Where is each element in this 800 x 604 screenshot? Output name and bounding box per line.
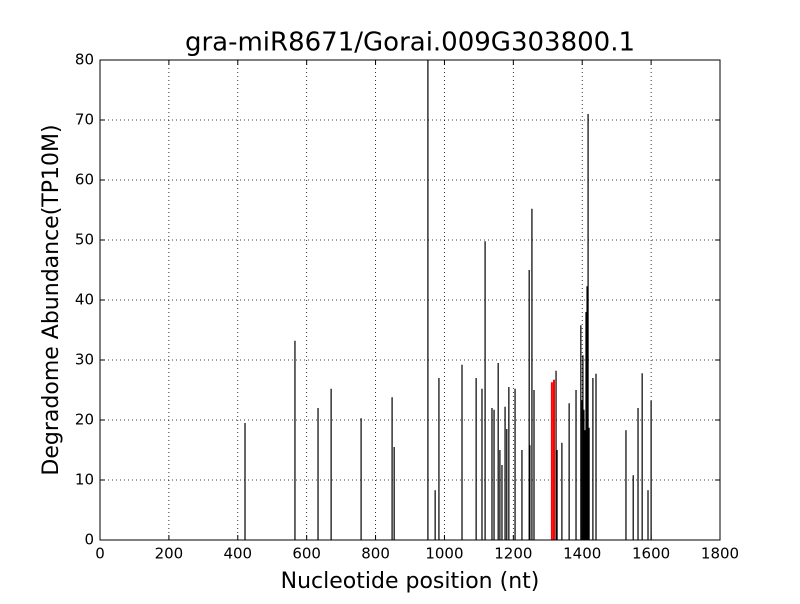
y-tick-label: 60	[75, 171, 94, 189]
y-tick-label: 70	[75, 111, 94, 129]
y-tick-label: 50	[75, 231, 94, 249]
x-tick-label: 800	[361, 545, 390, 563]
y-tick-label: 30	[75, 351, 94, 369]
y-tick-label: 40	[75, 291, 94, 309]
y-tick-label: 0	[84, 531, 94, 549]
y-tick-label: 20	[75, 411, 94, 429]
plot-frame	[99, 59, 721, 541]
x-axis-label: Nucleotide position (nt)	[281, 569, 540, 594]
x-tick-label: 1000	[425, 545, 463, 563]
chart-title: gra-miR8671/Gorai.009G303800.1	[185, 28, 635, 58]
x-tick-label: 200	[155, 545, 184, 563]
y-tick-label: 10	[75, 471, 94, 489]
y-tick-label: 80	[75, 51, 94, 69]
x-tick-label: 400	[223, 545, 252, 563]
x-tick-label: 1800	[701, 545, 739, 563]
x-tick-label: 1400	[563, 545, 601, 563]
x-tick-label: 1600	[632, 545, 670, 563]
y-axis-label: Degradome Abundance(TP10M)	[39, 124, 64, 475]
x-tick-label: 1200	[494, 545, 532, 563]
x-tick-label: 0	[95, 545, 105, 563]
x-tick-label: 600	[292, 545, 321, 563]
